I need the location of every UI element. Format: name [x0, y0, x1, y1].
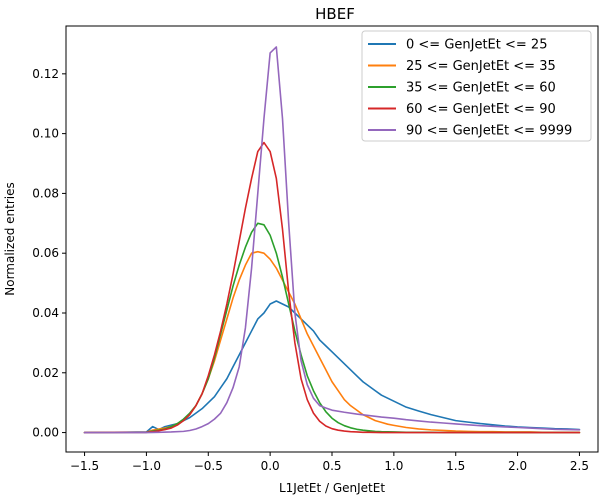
- y-tick-label: 0.04: [32, 306, 59, 320]
- series-line-4: [83, 46, 581, 434]
- legend-box: [361, 30, 592, 142]
- y-tick-label: 0.12: [32, 67, 59, 81]
- x-tick-label: 0.5: [322, 459, 341, 473]
- y-tick-label: 0.08: [32, 186, 59, 200]
- y-tick-label: 0.00: [32, 426, 59, 440]
- x-tick-label: 2.0: [508, 459, 527, 473]
- y-tick-label: 0.10: [32, 127, 59, 141]
- plot-area: [83, 46, 581, 434]
- x-axis-label: L1JetEt / GenJetEt: [279, 481, 385, 495]
- x-axis: −1.5 −1.0 −0.5 0.0 0.5 1.0 1.5 2.0 2.5: [70, 452, 589, 473]
- x-tick-label: −0.5: [194, 459, 223, 473]
- x-tick-label: 0.0: [261, 459, 280, 473]
- x-tick-label: −1.5: [70, 459, 99, 473]
- series-line-0: [83, 300, 581, 434]
- legend-label-1: 25 <= GenJetEt <= 35: [406, 59, 556, 74]
- x-tick-label: −1.0: [132, 459, 161, 473]
- legend: 0 <= GenJetEt <= 25 25 <= GenJetEt <= 35 3…: [361, 30, 592, 142]
- series-line-2: [83, 222, 581, 434]
- y-tick-label: 0.02: [32, 366, 59, 380]
- y-axis: 0.00 0.02 0.04 0.06 0.08 0.10 0.12: [32, 67, 66, 440]
- x-tick-label: 2.5: [570, 459, 589, 473]
- y-tick-label: 0.06: [32, 246, 59, 260]
- y-axis-label: Normalized entries: [3, 182, 17, 295]
- legend-label-2: 35 <= GenJetEt <= 60: [406, 81, 556, 96]
- x-tick-label: 1.5: [446, 459, 465, 473]
- legend-label-0: 0 <= GenJetEt <= 25: [406, 38, 547, 53]
- legend-label-3: 60 <= GenJetEt <= 90: [406, 102, 556, 117]
- chart-title: HBEF: [315, 5, 355, 23]
- legend-label-4: 90 <= GenJetEt <= 9999: [406, 124, 572, 139]
- series-line-3: [83, 141, 581, 434]
- x-tick-label: 1.0: [384, 459, 403, 473]
- series-line-1: [83, 250, 581, 434]
